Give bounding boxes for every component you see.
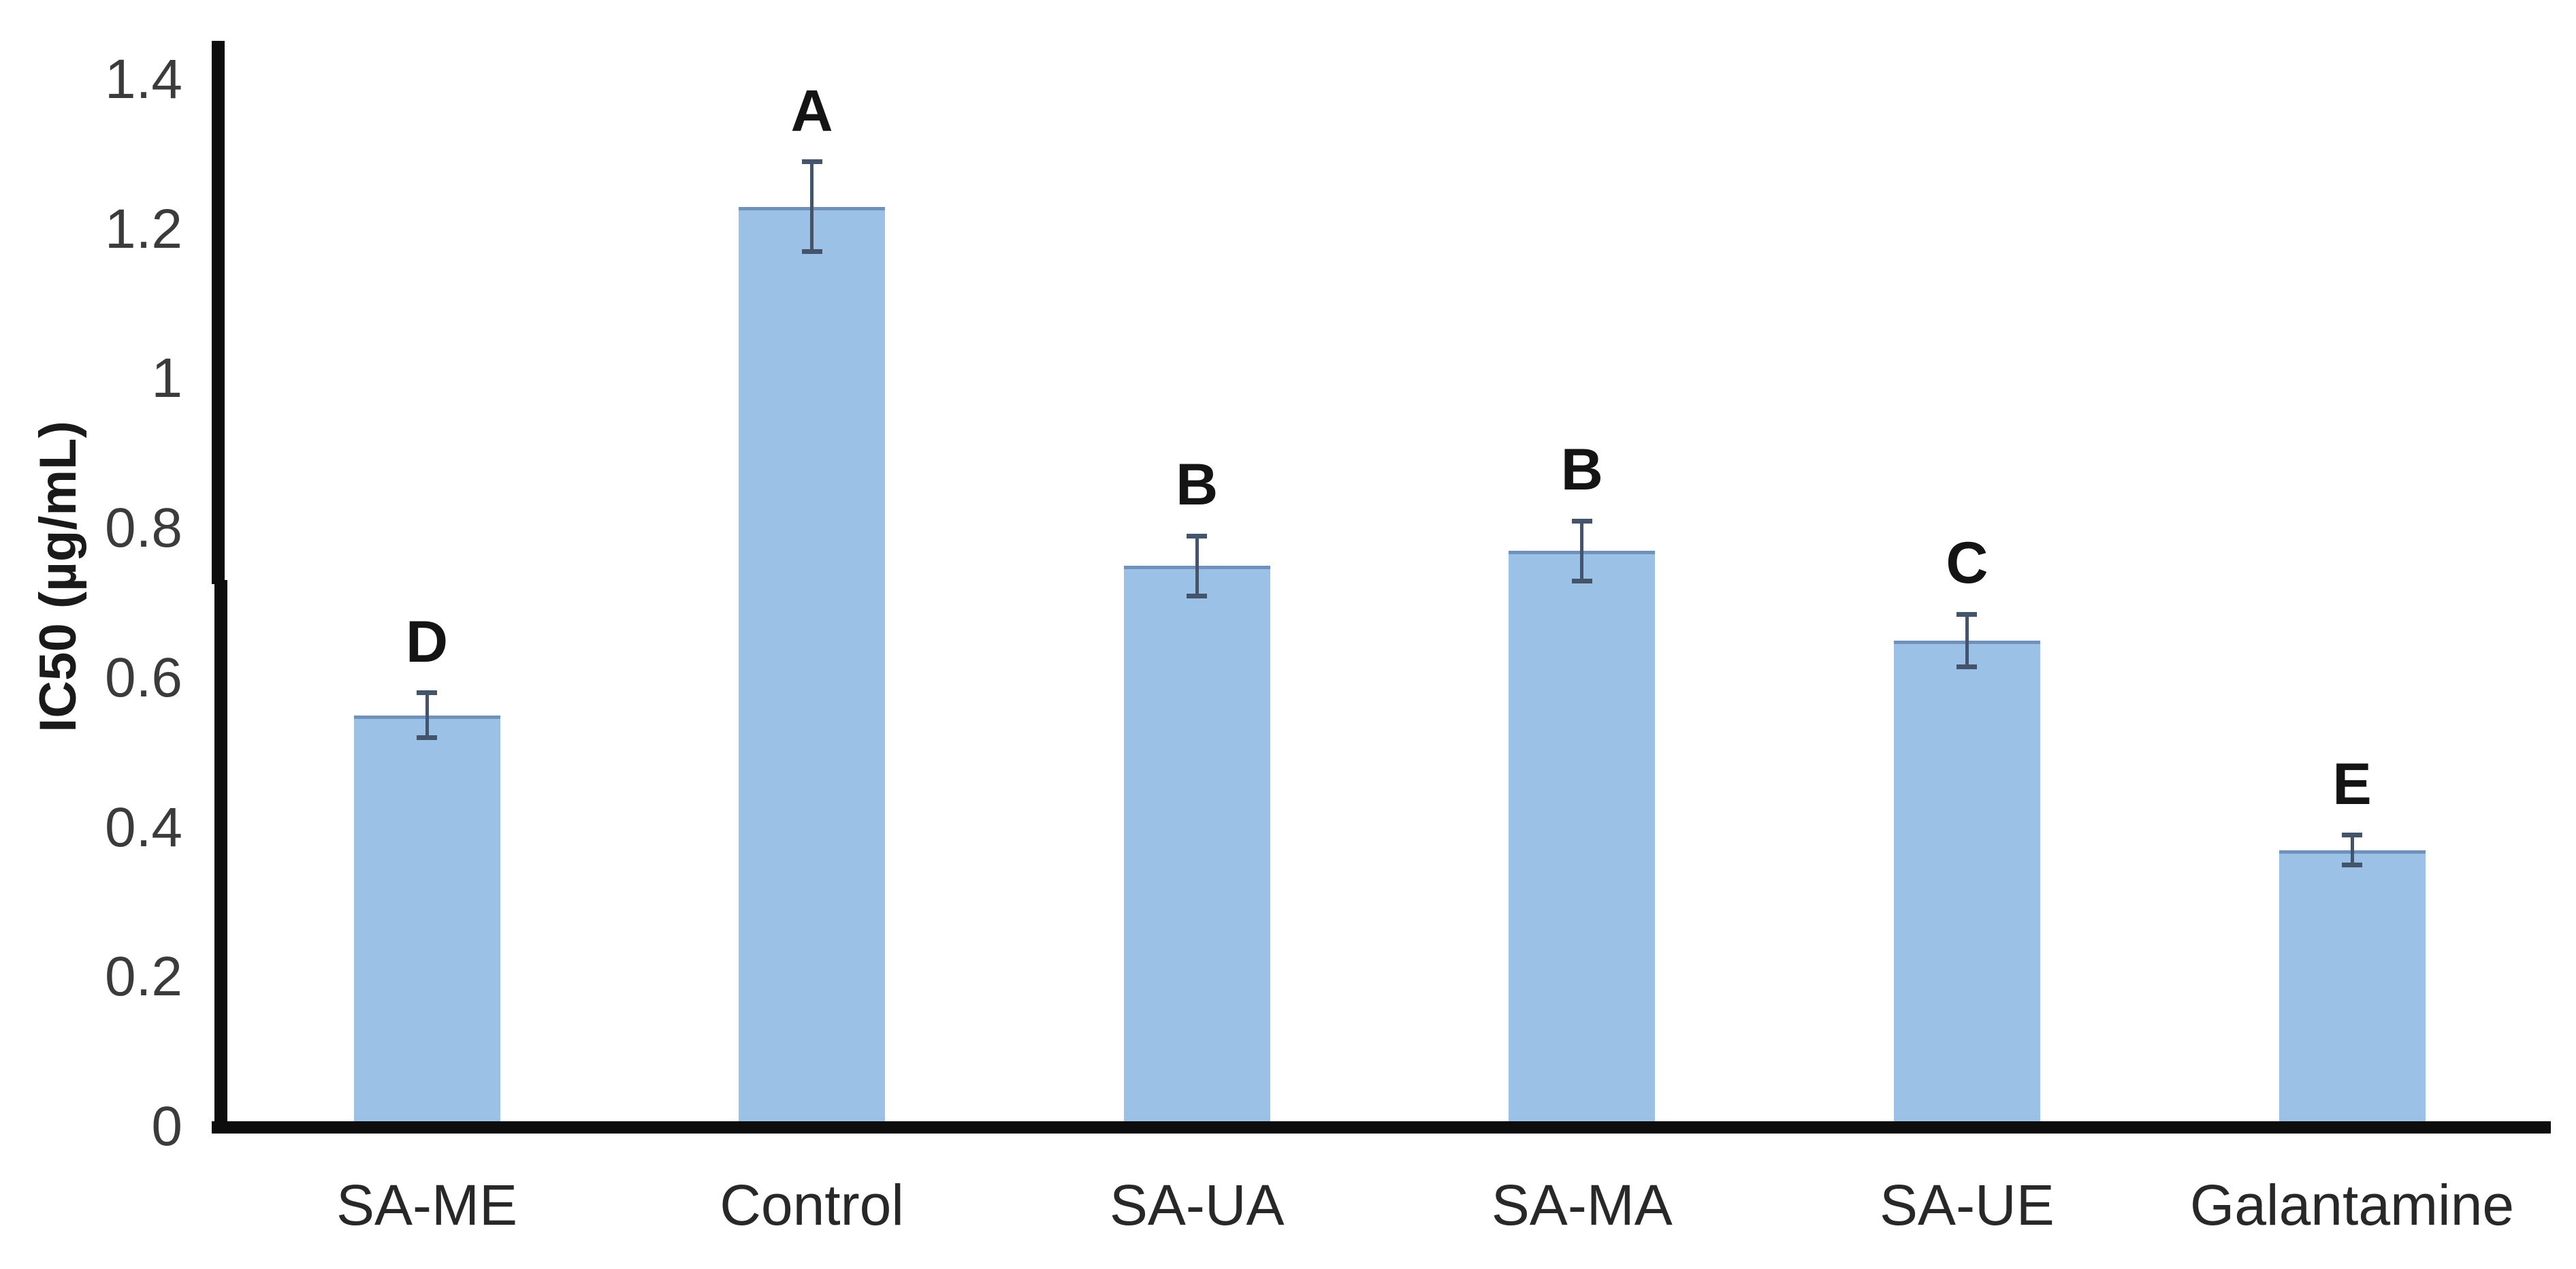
category-label: Control: [720, 1173, 904, 1237]
bar-SA-UE: [1893, 640, 2040, 1121]
y-axis-title: IC50 (µg/mL): [29, 421, 87, 733]
y-tick-label: 1: [151, 347, 182, 410]
error-bar-cap-bottom: [801, 249, 822, 255]
error-bar-stem: [1965, 614, 1969, 667]
significance-letter: B: [1176, 452, 1219, 518]
significance-letter: D: [405, 609, 449, 675]
error-bar-cap-top: [2342, 833, 2362, 838]
error-bar-cap-top: [1571, 518, 1592, 524]
category-label: SA-MA: [1491, 1173, 1673, 1237]
error-bar-stem: [1580, 521, 1584, 581]
y-axis-line-lower-segment: [214, 580, 227, 1134]
significance-letter: A: [790, 78, 833, 144]
category-label: SA-UA: [1109, 1173, 1285, 1237]
error-bar-cap-top: [417, 690, 437, 696]
significance-letter: C: [1946, 530, 1989, 596]
y-tick-label: 0.4: [105, 796, 182, 858]
error-bar-cap-bottom: [417, 735, 437, 741]
error-bar-cap-top: [801, 159, 822, 165]
error-bar-cap-top: [1957, 611, 1978, 617]
y-tick-label: 1.2: [105, 197, 182, 260]
category-label: SA-UE: [1880, 1173, 2055, 1237]
error-bar-stem: [1195, 536, 1199, 596]
error-bar-stem: [810, 161, 814, 252]
y-tick-label: 0.8: [105, 497, 182, 560]
category-label: Galantamine: [2189, 1173, 2515, 1237]
y-tick-label: 1.4: [105, 48, 182, 110]
significance-letter: B: [1560, 437, 1603, 503]
error-bar-cap-bottom: [1957, 664, 1978, 669]
error-bar-stem: [425, 692, 429, 738]
significance-letter: E: [2332, 751, 2372, 817]
bar-SA-ME: [353, 715, 500, 1121]
bar-Control: [739, 206, 886, 1121]
y-tick-label: 0.6: [105, 646, 182, 709]
y-tick-label: 0: [151, 1095, 182, 1157]
error-bar-cap-bottom: [1187, 593, 1208, 598]
bar-SA-MA: [1509, 551, 1656, 1121]
category-label: SA-ME: [336, 1173, 518, 1237]
error-bar-cap-bottom: [2342, 863, 2362, 867]
bar-SA-UA: [1123, 566, 1270, 1121]
error-bar-cap-top: [1187, 533, 1208, 539]
y-tick-label: 0.2: [105, 946, 182, 1008]
x-axis-line: [212, 1121, 2551, 1134]
bar-Galantamine: [2279, 850, 2426, 1121]
y-axis-line-upper-segment: [212, 41, 225, 584]
error-bar-stem: [2350, 835, 2354, 865]
error-bar-cap-bottom: [1571, 578, 1592, 583]
